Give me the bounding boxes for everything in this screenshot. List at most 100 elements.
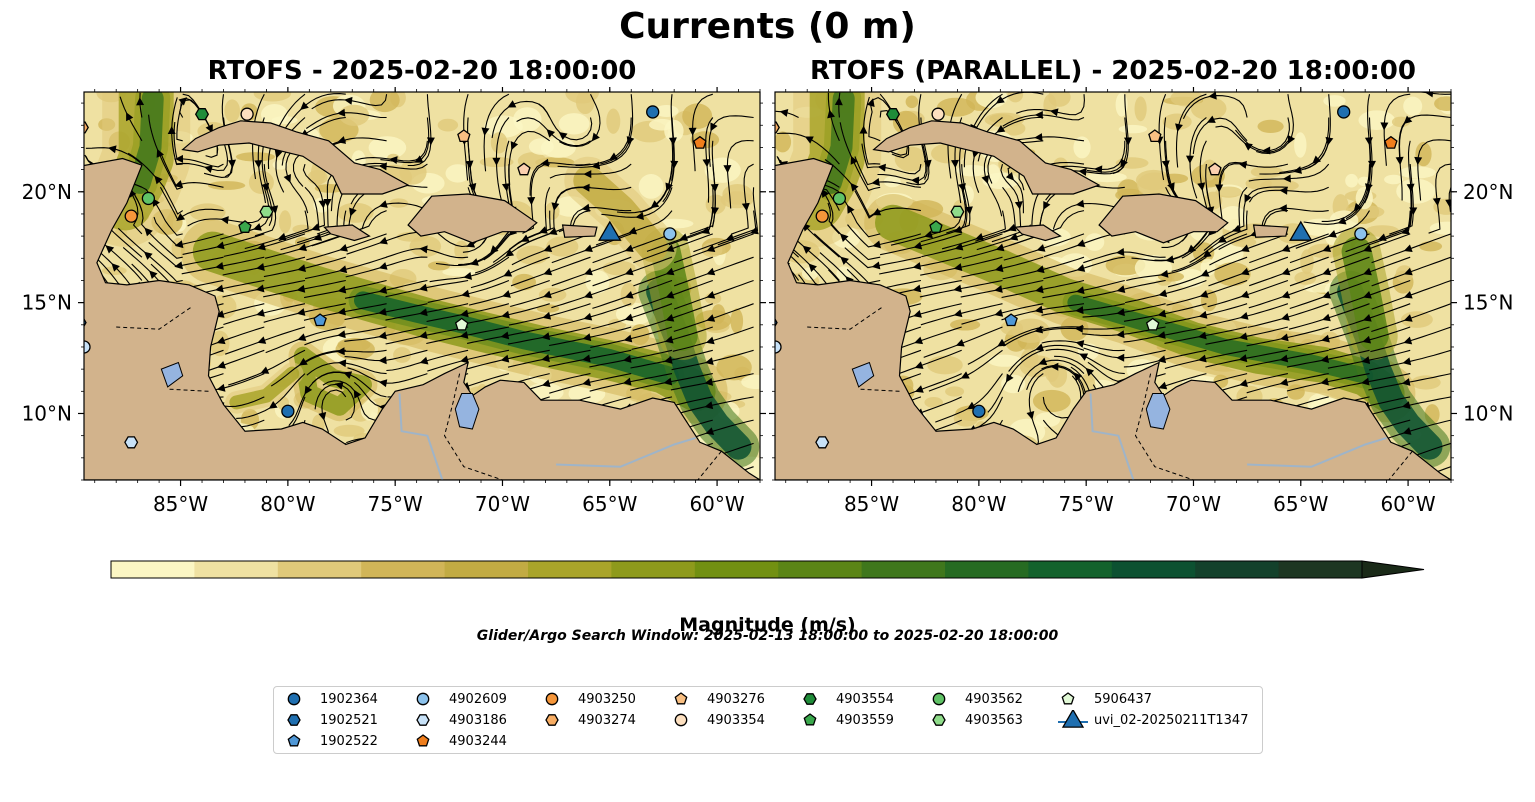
map-panel-rtofs: 85°W 80°W 75°W 70°W 65°W 60°W 10°N 15°N 20°N (22, 87, 766, 516)
land-cuba (872, 120, 1101, 195)
legend-marker-icon (803, 713, 817, 726)
legend-marker-icon (932, 714, 946, 726)
landmasses (775, 120, 1451, 480)
marker-4903276 (1148, 129, 1162, 143)
colorbar-label: Magnitude (m/s) (679, 614, 856, 636)
colorbar (110, 560, 1425, 579)
lon-tick-label: 85°W (153, 492, 208, 516)
marker-4903554 (194, 108, 210, 121)
marker-uvi_02-20250211T1347 (598, 220, 622, 241)
marker-4903354 (240, 107, 254, 121)
legend-marker-icon (545, 714, 559, 726)
marker-4903244 (693, 135, 707, 149)
panel-title-rtofs-parallel: RTOFS (PARALLEL) - 2025-02-20 18:00:00 (810, 56, 1416, 86)
lake-maracaibo (454, 393, 480, 430)
legend-label: 4903354 (707, 712, 765, 728)
legend-shape-marker (803, 713, 817, 726)
colorbar-bin (694, 561, 779, 578)
legend-item: 4903562 (929, 689, 1023, 709)
legend-item: 5906437 (1058, 689, 1152, 709)
colorbar-bin (778, 561, 863, 578)
land-cuba (181, 120, 410, 195)
marker-uvi_02-20250211T1347 (1289, 220, 1313, 241)
marker-4903274 (775, 121, 780, 134)
lake-maracaibo (1145, 393, 1171, 430)
colorbar-bin (611, 561, 696, 578)
legend-triangle-marker (1061, 710, 1085, 728)
marker-4903250 (124, 209, 138, 223)
legend-shape-marker (287, 692, 301, 706)
search-window-note: Glider/Argo Search Window: 2025-02-13 18… (476, 628, 1059, 644)
legend-marker-icon (416, 734, 430, 747)
border-honduras (807, 306, 883, 330)
legend-label: 4903244 (449, 733, 507, 749)
legend-item: 4903559 (800, 710, 894, 730)
platform-markers (775, 105, 1398, 449)
river-orinoco (1247, 436, 1387, 468)
legend-marker-icon (416, 692, 430, 706)
legend-marker-icon (803, 693, 817, 705)
legend-item: 4903563 (929, 710, 1023, 730)
legend-label: 4903563 (965, 712, 1023, 728)
legend-marker-icon (932, 692, 946, 706)
axis-ticks: 85°W 80°W 75°W 70°W 65°W 60°W 10°N 15°N 20°N (769, 87, 1513, 516)
marker-4903559 (929, 220, 943, 233)
lon-tick-label: 85°W (844, 492, 899, 516)
lon-tick-label: 80°W (260, 492, 315, 516)
figure-title: Currents (0 m) (619, 6, 916, 47)
lake-nicaragua (160, 361, 184, 388)
marker-4903572 (281, 404, 295, 418)
lat-tick-label: 10°N (22, 401, 72, 425)
border-guyana (1388, 450, 1413, 480)
marker-4903244 (1384, 135, 1398, 149)
land-hispaniola (1098, 193, 1229, 244)
legend-label: 4903250 (578, 691, 636, 707)
legend-shape-marker (545, 714, 559, 726)
lake-nicaragua (851, 361, 875, 388)
colorbar-bin (1195, 561, 1280, 578)
land-jamaica (323, 224, 371, 242)
legend-shape-marker (674, 713, 688, 727)
marker-4903562 (141, 191, 156, 206)
legend-item: 4903186 (413, 710, 507, 730)
marker-4903570 (84, 340, 91, 354)
land-yucatan (775, 157, 1451, 480)
colorbar-bin (861, 561, 946, 578)
lat-tick-label: 15°N (22, 291, 72, 315)
river-magdalena (398, 393, 444, 480)
legend-label: 4902609 (449, 691, 507, 707)
legend-item: 1902522 (284, 731, 378, 751)
river-orinoco (556, 436, 696, 468)
marker-4903563 (259, 205, 274, 218)
marker-1902364 (646, 105, 660, 119)
marker-4903569 (1208, 162, 1222, 176)
legend-label: 4903274 (578, 712, 636, 728)
land-puertoRico (561, 224, 598, 238)
border-honduras (116, 306, 192, 330)
marker-1902522 (313, 313, 327, 327)
legend-item: uvi_02-20250211T1347 (1058, 710, 1248, 730)
marker-4903569 (517, 162, 531, 176)
marker-1902364 (1337, 105, 1351, 119)
lat-tick-label: 20°N (1463, 180, 1513, 204)
legend-marker-icon (1058, 710, 1088, 728)
legend-shape-marker (674, 692, 688, 705)
lon-tick-label: 70°W (1166, 492, 1221, 516)
legend-label: 4903186 (449, 712, 507, 728)
legend-marker-icon (674, 692, 688, 705)
marker-4903554 (885, 108, 901, 121)
marker-4903563 (950, 205, 965, 218)
legend-shape-marker (932, 692, 946, 706)
land-yucatan (84, 157, 760, 480)
river-magdalena (1089, 393, 1135, 480)
legend-marker-icon (674, 713, 688, 727)
legend-marker-icon (287, 714, 301, 726)
colorbar-bin (1028, 561, 1113, 578)
axis-ticks: 85°W 80°W 75°W 70°W 65°W 60°W 10°N 15°N 20°N (22, 87, 766, 516)
legend-item: 1902364 (284, 689, 378, 709)
marker-4902609 (663, 227, 677, 241)
legend-marker-icon (416, 714, 430, 726)
colorbar-frame (110, 560, 1363, 579)
colorbar-bin (111, 561, 195, 578)
legend-marker-icon (1061, 692, 1075, 705)
